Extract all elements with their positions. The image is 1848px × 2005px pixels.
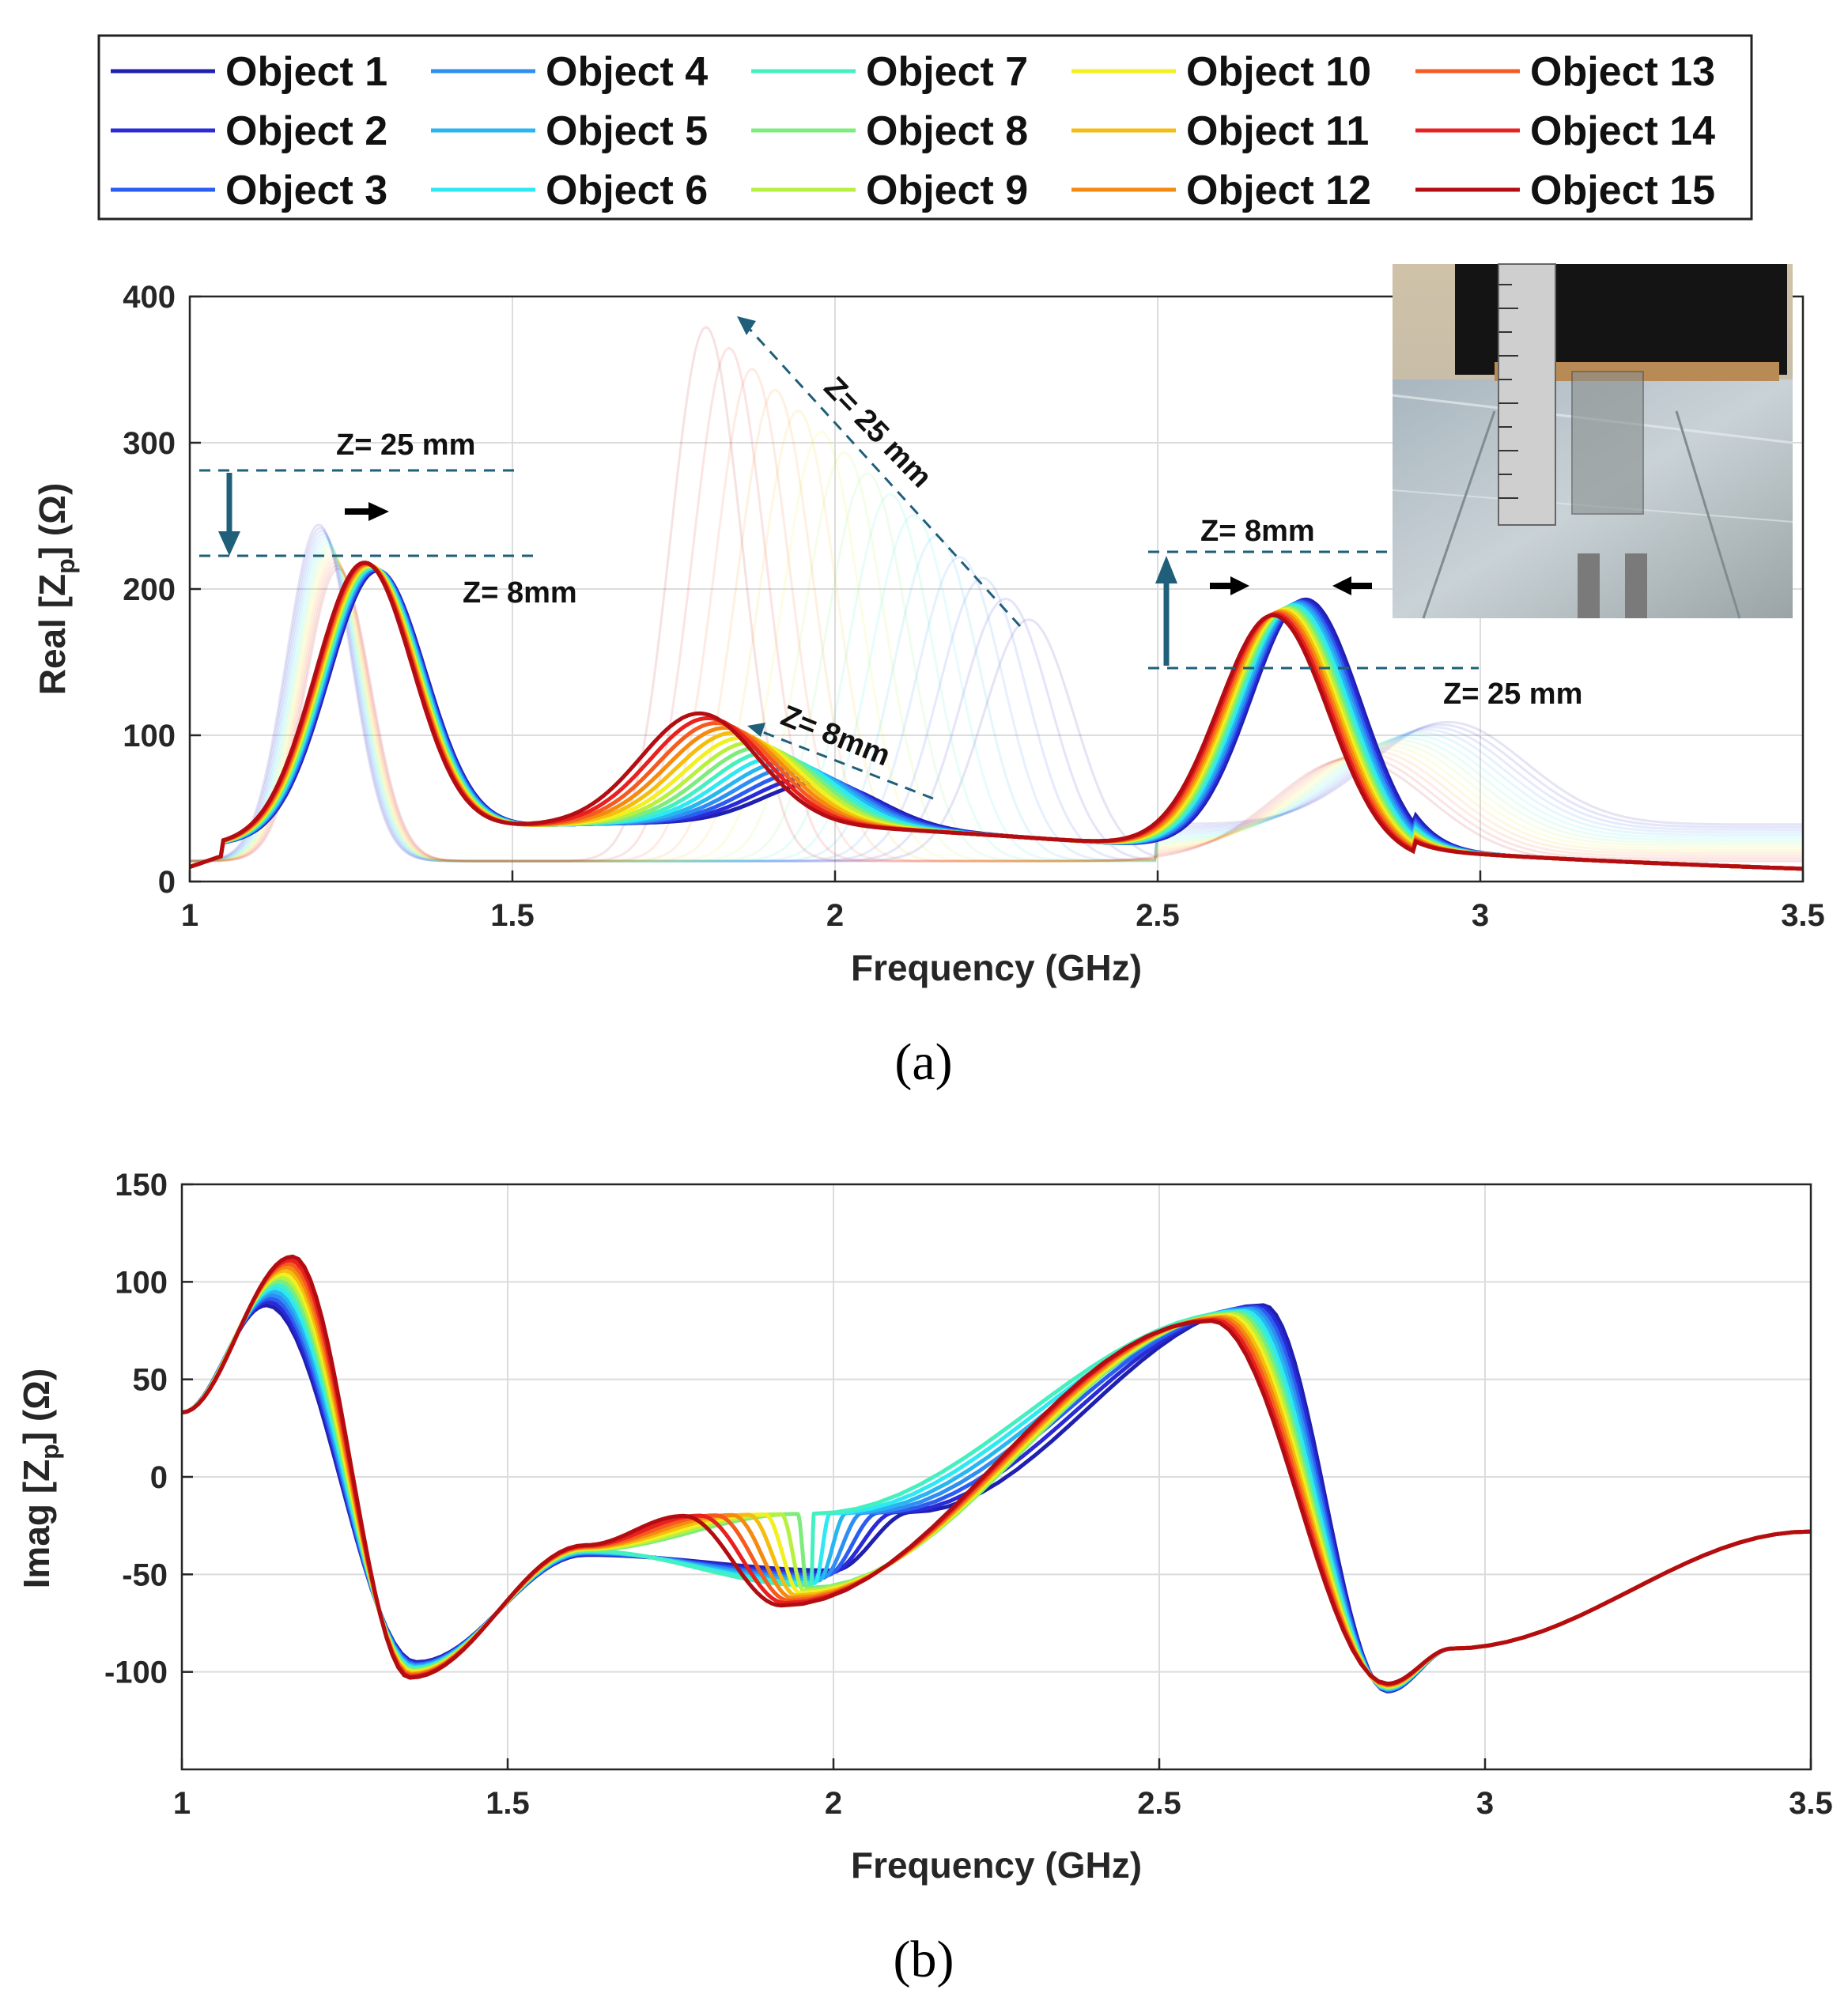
legend-entry: Object 5 <box>546 108 708 154</box>
x-tick-label: 3 <box>1476 1786 1494 1821</box>
chart-a-faint-series <box>189 326 1803 863</box>
faint-series-line <box>190 326 1803 863</box>
legend-entry: Object 15 <box>1530 168 1715 213</box>
legend-entry: Object 14 <box>1530 108 1715 154</box>
series-line-b <box>181 1303 1812 1693</box>
faint-series-line <box>190 368 1803 863</box>
faint-series-line <box>189 527 1803 863</box>
series-line-b <box>181 1296 1812 1693</box>
series-line-b <box>181 1299 1812 1693</box>
x-tick-label: 1 <box>173 1786 191 1821</box>
chart-b-ylabel: Imag [Zp] (Ω) <box>16 1369 64 1589</box>
chart-b-xlabel: Frequency (GHz) <box>851 1845 1142 1886</box>
inset-photo <box>1392 263 1793 619</box>
y-tick-label: 0 <box>158 865 176 900</box>
legend-entry: Object 6 <box>546 168 708 213</box>
annotation-z25-left: Z= 25 mm <box>336 429 475 462</box>
faint-series-line <box>190 533 1803 863</box>
x-tick-label: 1.5 <box>490 898 535 933</box>
legend: Object 1 Object 2 Object 3 Object 4 Object 5… <box>97 34 1753 221</box>
x-tick-label: 1.5 <box>486 1786 530 1821</box>
chart-b-series <box>181 1254 1812 1693</box>
x-tick-label: 2.5 <box>1136 898 1180 933</box>
faint-series-line <box>189 472 1803 863</box>
series-line-b <box>181 1282 1812 1690</box>
y-tick-label: 200 <box>123 572 176 607</box>
x-tick-label: 2.5 <box>1137 1786 1181 1821</box>
legend-entry: Object 12 <box>1186 168 1371 213</box>
y-tick-label: 50 <box>133 1363 168 1398</box>
x-tick-label: 1 <box>181 898 198 933</box>
legend-entry: Object 11 <box>1186 108 1369 154</box>
annotation-z8-right: Z= 8mm <box>1200 515 1315 548</box>
legend-entry: Object 4 <box>546 49 708 95</box>
annotation-z8-left: Z= 8mm <box>463 576 577 610</box>
series-line-b <box>181 1254 1812 1686</box>
chart-a: 1 1.5 2 2.5 3 3.5 0 100 200 300 400 <box>32 263 1825 1091</box>
chart-a-ylabel: Real [Zp] (Ω) <box>32 483 80 696</box>
faint-series-line <box>189 523 1803 863</box>
x-tick-label: 3.5 <box>1789 1786 1833 1821</box>
chart-a-series <box>189 561 1804 871</box>
chart-a-ticks: 1 1.5 2 2.5 3 3.5 0 100 200 300 400 <box>123 280 1825 933</box>
y-tick-label: 100 <box>123 719 176 753</box>
legend-entry: Object 3 <box>225 168 387 213</box>
x-tick-label: 2 <box>826 898 844 933</box>
x-tick-label: 3 <box>1472 898 1489 933</box>
y-tick-label: 400 <box>123 280 176 315</box>
legend-entry: Object 13 <box>1530 49 1715 95</box>
chart-b-ticks: 1 1.5 2 2.5 3 3.5 150 100 50 0 -50 -100 <box>104 1168 1833 1821</box>
series-line-a <box>189 561 1804 871</box>
legend-entry: Object 10 <box>1186 49 1371 95</box>
y-tick-label: 300 <box>123 426 176 461</box>
legend-entry: Object 8 <box>866 108 1028 154</box>
faint-series-line <box>190 430 1803 863</box>
faint-series-line <box>190 451 1803 863</box>
faint-series-line <box>190 388 1803 863</box>
faint-series-line <box>190 529 1803 863</box>
x-tick-label: 3.5 <box>1781 898 1825 933</box>
legend-entry: Object 9 <box>866 168 1028 213</box>
faint-series-line <box>190 534 1803 863</box>
legend-entry: Object 2 <box>225 108 387 154</box>
y-tick-label: 100 <box>115 1265 168 1300</box>
y-tick-label: -50 <box>122 1558 168 1592</box>
panel-label-b: (b) <box>894 1931 954 1988</box>
faint-series-line <box>190 346 1803 863</box>
panel-label-a: (a) <box>894 1033 952 1091</box>
faint-series-line <box>190 410 1803 863</box>
series-line-b <box>181 1293 1812 1692</box>
series-line-b <box>181 1271 1812 1689</box>
y-tick-label: 0 <box>150 1460 168 1495</box>
legend-entry: Object 1 <box>225 49 387 95</box>
x-tick-label: 2 <box>825 1786 842 1821</box>
y-tick-label: 150 <box>115 1168 168 1203</box>
series-line-b <box>181 1289 1812 1692</box>
series-line-b <box>181 1286 1812 1691</box>
legend-entry: Object 7 <box>866 49 1028 95</box>
y-tick-label: -100 <box>104 1656 168 1690</box>
faint-series-line <box>189 493 1803 863</box>
faint-series-line <box>190 514 1803 863</box>
chart-a-xlabel: Frequency (GHz) <box>851 947 1142 988</box>
chart-b: 1 1.5 2 2.5 3 3.5 150 100 50 0 -50 -100 Frequency (… <box>16 1168 1833 1988</box>
annotation-z25-right: Z= 25 mm <box>1443 678 1582 711</box>
